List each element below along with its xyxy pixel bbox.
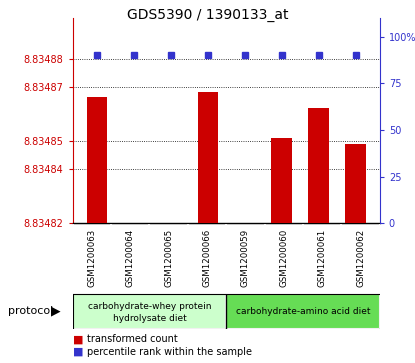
Text: ■: ■ bbox=[73, 334, 83, 344]
Text: carbohydrate-amino acid diet: carbohydrate-amino acid diet bbox=[236, 307, 370, 316]
Text: GDS5390 / 1390133_at: GDS5390 / 1390133_at bbox=[127, 8, 288, 23]
Bar bbox=[308, 109, 329, 223]
Bar bbox=[87, 97, 107, 223]
Bar bbox=[226, 294, 380, 329]
Text: ■: ■ bbox=[73, 347, 83, 357]
Bar bbox=[234, 223, 255, 363]
Text: percentile rank within the sample: percentile rank within the sample bbox=[87, 347, 252, 357]
Bar bbox=[73, 294, 226, 329]
Text: GSM1200059: GSM1200059 bbox=[241, 229, 250, 287]
Bar bbox=[198, 92, 218, 223]
Bar bbox=[124, 223, 144, 363]
Bar bbox=[161, 223, 181, 363]
Bar bbox=[345, 144, 366, 223]
Text: hydrolysate diet: hydrolysate diet bbox=[112, 314, 186, 323]
Bar bbox=[271, 138, 292, 223]
Text: GSM1200061: GSM1200061 bbox=[317, 229, 327, 287]
Text: GSM1200062: GSM1200062 bbox=[356, 229, 365, 287]
Text: GSM1200065: GSM1200065 bbox=[164, 229, 173, 287]
Text: protocol: protocol bbox=[8, 306, 54, 316]
Text: carbohydrate-whey protein: carbohydrate-whey protein bbox=[88, 302, 211, 311]
Text: ▶: ▶ bbox=[51, 305, 61, 318]
Text: GSM1200063: GSM1200063 bbox=[87, 229, 96, 287]
Text: transformed count: transformed count bbox=[87, 334, 178, 344]
Text: GSM1200066: GSM1200066 bbox=[203, 229, 212, 287]
Text: GSM1200064: GSM1200064 bbox=[126, 229, 135, 287]
Text: GSM1200060: GSM1200060 bbox=[279, 229, 288, 287]
